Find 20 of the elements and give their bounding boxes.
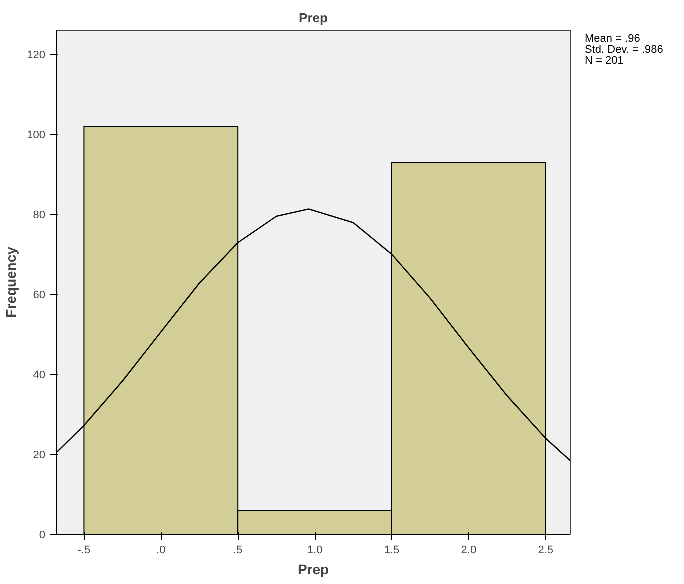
x-tick-label: 2.5 [538, 544, 554, 556]
x-tick-label: 1.5 [384, 544, 400, 556]
text: N = 201 [585, 55, 624, 67]
x-tick-label: -.5 [78, 544, 91, 556]
y-tick-label: 80 [33, 210, 46, 222]
x-axis-title: Prep [298, 562, 330, 578]
y-tick-label: 0 [39, 530, 46, 542]
x-tick-label: 1.0 [307, 544, 323, 556]
text: Mean = .96 [585, 33, 640, 45]
x-tick-label: .0 [156, 544, 166, 556]
y-tick-label: 40 [33, 370, 46, 382]
y-tick-label: 120 [27, 50, 46, 62]
x-tick-label: .5 [234, 544, 243, 556]
text: Std. Dev. = .986 [585, 44, 664, 56]
x-tick-label: 2.0 [461, 544, 477, 556]
y-tick-label: 60 [33, 290, 46, 302]
chart-title: Prep [299, 10, 328, 26]
y-axis-title: Frequency [3, 246, 20, 318]
y-tick-label: 20 [33, 450, 46, 462]
y-tick-label: 100 [27, 130, 46, 142]
